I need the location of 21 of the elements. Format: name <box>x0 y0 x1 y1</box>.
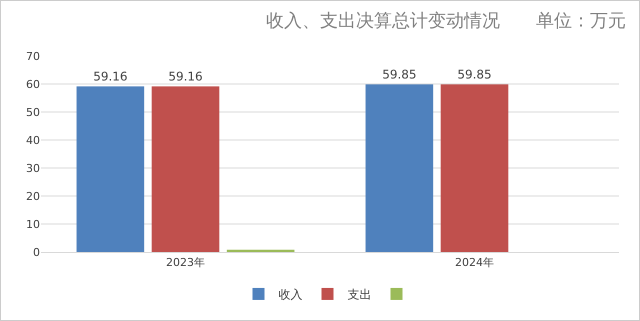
bar <box>76 86 144 252</box>
bar <box>366 84 434 252</box>
data-label: 59.85 <box>457 67 492 82</box>
bar <box>440 84 508 252</box>
legend-label: 收入 <box>278 288 302 302</box>
x-tick-label: 2023年 <box>166 256 205 270</box>
y-tick-label: 0 <box>33 246 40 259</box>
y-tick-label: 40 <box>26 134 40 147</box>
y-tick-label: 60 <box>26 78 40 91</box>
y-tick-label: 30 <box>26 162 40 175</box>
data-label: 59.16 <box>93 69 128 84</box>
data-label: 59.85 <box>382 67 417 82</box>
legend-label: 支出 <box>348 288 372 302</box>
y-tick-label: 10 <box>26 218 40 231</box>
chart-title: 收入、支出决算总计变动情况 单位：万元 <box>266 10 626 32</box>
x-tick-label: 2024年 <box>455 256 494 270</box>
y-tick-label: 70 <box>26 50 40 63</box>
y-tick-label: 20 <box>26 190 40 203</box>
data-label: 59.16 <box>168 69 203 84</box>
bar <box>152 86 220 252</box>
y-tick-label: 50 <box>26 106 40 119</box>
